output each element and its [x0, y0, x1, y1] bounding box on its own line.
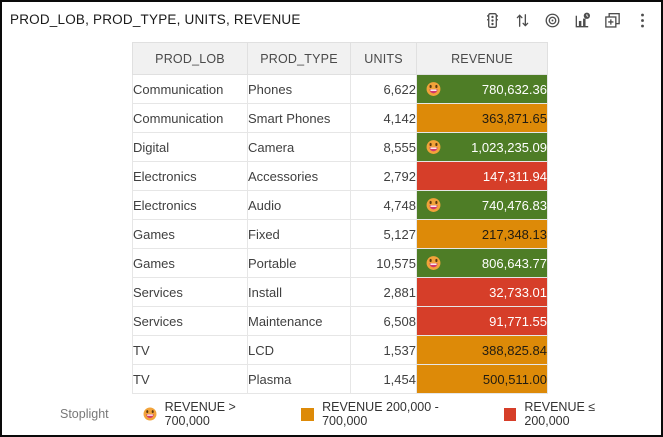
- chart-clock-icon[interactable]: [571, 9, 593, 31]
- cell-revenue[interactable]: 806,643.77: [416, 248, 548, 278]
- legend: Stoplight REVENUE > 700,000 REVENUE 200,0…: [60, 400, 661, 428]
- cell-prod-lob[interactable]: Games: [132, 219, 248, 249]
- kebab-menu-icon[interactable]: [631, 9, 653, 31]
- table-row: Digital Camera 8,555 1,023,235.09: [132, 132, 548, 162]
- legend-item[interactable]: REVENUE ≤ 200,000: [503, 400, 641, 428]
- cell-prod-lob[interactable]: TV: [132, 335, 248, 365]
- cell-revenue[interactable]: 32,733.01: [416, 277, 548, 307]
- legend-item-label: REVENUE ≤ 200,000: [524, 400, 596, 428]
- table-row: Communication Smart Phones 4,142 363,871.65: [132, 103, 548, 133]
- cell-prod-type[interactable]: Fixed: [247, 219, 351, 249]
- table-row: Services Install 2,881 32,733.01: [132, 277, 548, 307]
- cell-prod-type[interactable]: Accessories: [247, 161, 351, 191]
- cell-units[interactable]: 6,622: [350, 74, 417, 104]
- cell-prod-type[interactable]: Audio: [247, 190, 351, 220]
- cell-revenue[interactable]: 217,348.13: [416, 219, 548, 249]
- table-row: TV LCD 1,537 388,825.84: [132, 335, 548, 365]
- viz-title: PROD_LOB, PROD_TYPE, UNITS, REVENUE: [10, 12, 301, 27]
- cell-units[interactable]: 1,537: [350, 335, 417, 365]
- cell-units[interactable]: 10,575: [350, 248, 417, 278]
- cell-prod-lob[interactable]: Digital: [132, 132, 248, 162]
- cell-prod-type[interactable]: Install: [247, 277, 351, 307]
- legend-title: Stoplight: [60, 407, 109, 421]
- cell-units[interactable]: 2,881: [350, 277, 417, 307]
- cell-prod-type[interactable]: Phones: [247, 74, 351, 104]
- table-header-row: PROD_LOB PROD_TYPE UNITS REVENUE: [132, 42, 548, 75]
- cell-prod-type[interactable]: Plasma: [247, 364, 351, 394]
- table-row: TV Plasma 1,454 500,511.00: [132, 364, 548, 394]
- cell-prod-lob[interactable]: TV: [132, 364, 248, 394]
- cell-revenue[interactable]: 1,023,235.09: [416, 132, 548, 162]
- table-row: Services Maintenance 6,508 91,771.55: [132, 306, 548, 336]
- cell-revenue[interactable]: 363,871.65: [416, 103, 548, 133]
- table-row: Communication Phones 6,622 780,632.36: [132, 74, 548, 104]
- legend-item-label: REVENUE > 700,000: [164, 400, 236, 428]
- column-header-prod_type[interactable]: PROD_TYPE: [247, 42, 351, 75]
- cell-prod-type[interactable]: Maintenance: [247, 306, 351, 336]
- cell-prod-lob[interactable]: Electronics: [132, 161, 248, 191]
- cell-units[interactable]: 2,792: [350, 161, 417, 191]
- legend-swatch: [301, 407, 315, 421]
- cell-units[interactable]: 6,508: [350, 306, 417, 336]
- cell-prod-lob[interactable]: Communication: [132, 74, 248, 104]
- cell-prod-type[interactable]: LCD: [247, 335, 351, 365]
- cell-revenue[interactable]: 780,632.36: [416, 74, 548, 104]
- data-table: PROD_LOB PROD_TYPE UNITS REVENUE Communicat…: [132, 42, 548, 394]
- sort-icon[interactable]: [511, 9, 533, 31]
- cell-units[interactable]: 1,454: [350, 364, 417, 394]
- cell-revenue[interactable]: 500,511.00: [416, 364, 548, 394]
- table-row: Electronics Accessories 2,792 147,311.94: [132, 161, 548, 191]
- cell-prod-type[interactable]: Smart Phones: [247, 103, 351, 133]
- cell-revenue[interactable]: 91,771.55: [416, 306, 548, 336]
- smiley-emoji-icon: [426, 256, 441, 270]
- smiley-emoji-icon: [426, 140, 441, 154]
- cell-units[interactable]: 5,127: [350, 219, 417, 249]
- column-header-prod_lob[interactable]: PROD_LOB: [132, 42, 248, 75]
- cell-units[interactable]: 4,748: [350, 190, 417, 220]
- legend-swatch: [503, 407, 517, 421]
- cell-units[interactable]: 8,555: [350, 132, 417, 162]
- legend-item[interactable]: REVENUE > 700,000: [143, 400, 282, 428]
- cell-prod-lob[interactable]: Games: [132, 248, 248, 278]
- smiley-emoji-icon: [143, 407, 157, 421]
- table-row: Games Portable 10,575 806,643.77: [132, 248, 548, 278]
- stoplight-icon[interactable]: [481, 9, 503, 31]
- cell-revenue[interactable]: 740,476.83: [416, 190, 548, 220]
- cell-prod-type[interactable]: Camera: [247, 132, 351, 162]
- cell-revenue[interactable]: 147,311.94: [416, 161, 548, 191]
- cell-units[interactable]: 4,142: [350, 103, 417, 133]
- table-row: Games Fixed 5,127 217,348.13: [132, 219, 548, 249]
- column-header-units[interactable]: UNITS: [350, 42, 417, 75]
- legend-item-label: REVENUE 200,000 - 700,000: [322, 400, 439, 428]
- cell-revenue[interactable]: 388,825.84: [416, 335, 548, 365]
- bullseye-icon[interactable]: [541, 9, 563, 31]
- cell-prod-lob[interactable]: Communication: [132, 103, 248, 133]
- cell-prod-type[interactable]: Portable: [247, 248, 351, 278]
- smiley-emoji-icon: [426, 82, 441, 96]
- smiley-emoji-icon: [426, 198, 441, 212]
- duplicate-add-icon[interactable]: [601, 9, 623, 31]
- table-body: Communication Phones 6,622 780,632.36 Commun…: [132, 74, 548, 394]
- column-header-revenue[interactable]: REVENUE: [416, 42, 548, 75]
- cell-prod-lob[interactable]: Services: [132, 277, 248, 307]
- table-row: Electronics Audio 4,748 740,476.83: [132, 190, 548, 220]
- cell-prod-lob[interactable]: Services: [132, 306, 248, 336]
- legend-item[interactable]: REVENUE 200,000 - 700,000: [301, 400, 483, 428]
- viz-toolbar: [481, 9, 653, 31]
- cell-prod-lob[interactable]: Electronics: [132, 190, 248, 220]
